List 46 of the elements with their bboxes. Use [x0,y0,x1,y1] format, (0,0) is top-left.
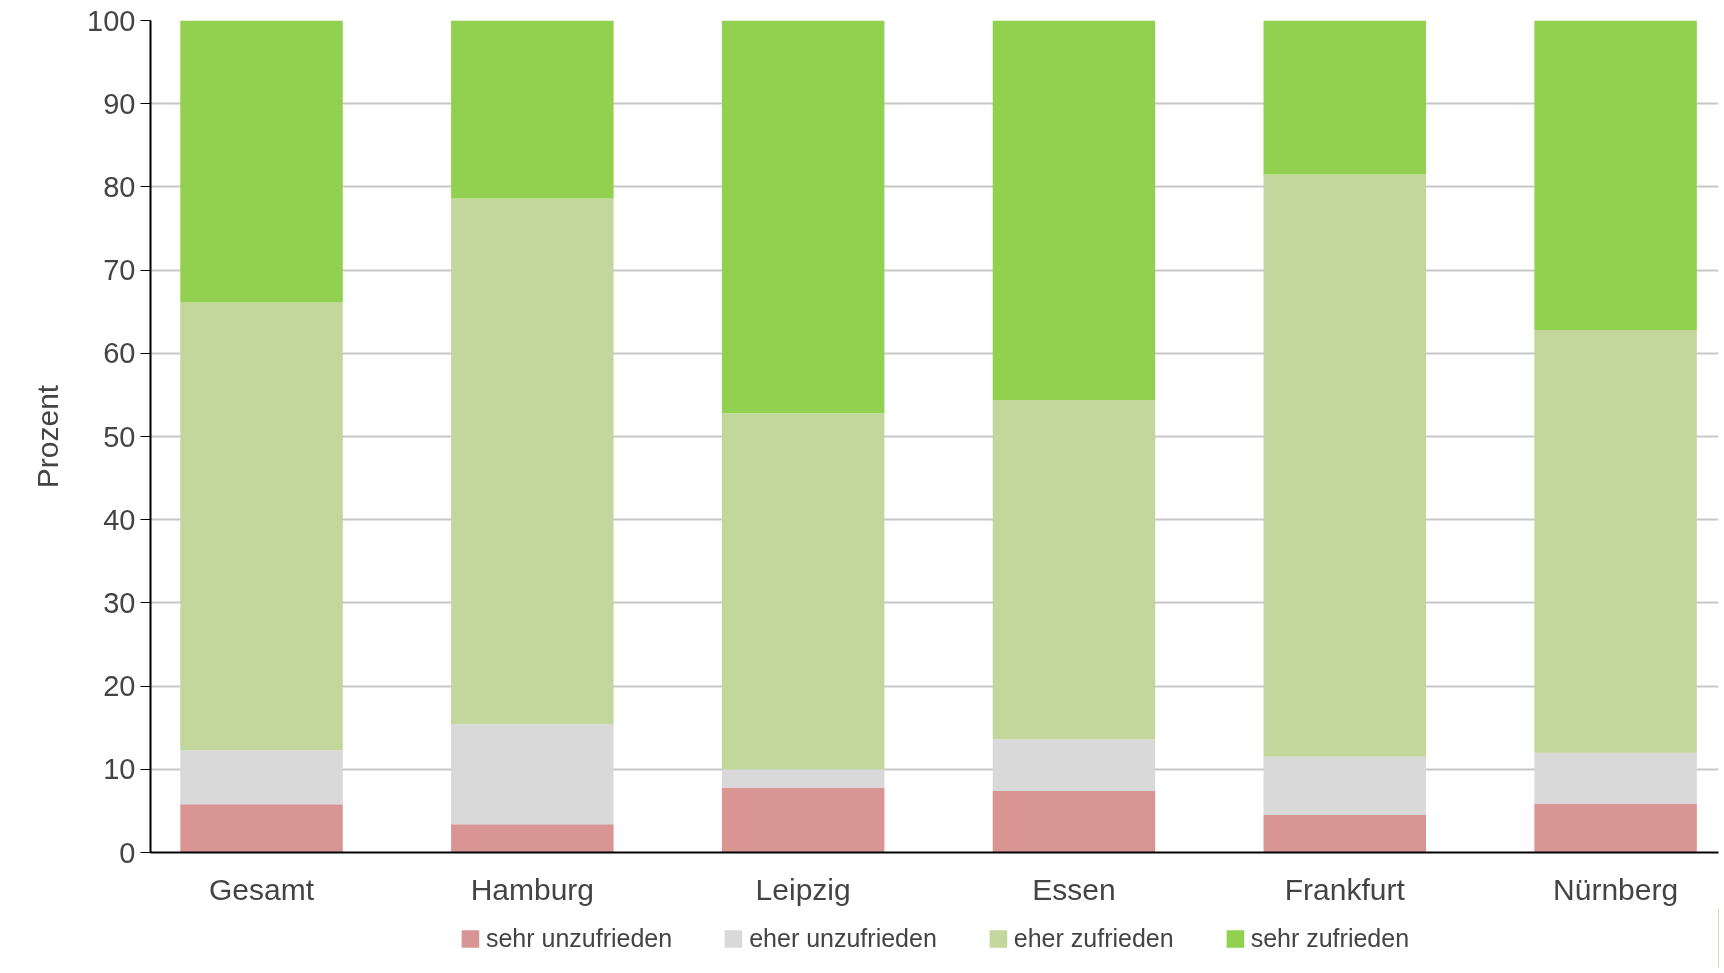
bar [1534,752,1697,804]
bar [1534,330,1697,753]
x-tick-label: Gesamt [209,872,315,906]
bar [992,739,1156,791]
x-tick-label: Nürnberg [1553,872,1679,906]
bar [1263,174,1427,757]
bar [451,824,614,853]
y-tick-label: 80 [103,170,136,203]
bar [180,750,343,805]
bar [721,787,885,853]
bar [180,804,343,853]
bar [451,198,614,725]
y-tick-label: 30 [103,586,136,619]
y-axis-title: Prozent [31,384,65,489]
bar [1263,756,1427,816]
y-tick-label: 20 [103,670,136,703]
legend-label: eher unzufrieden [749,923,937,953]
bar [1534,20,1697,330]
bar [992,790,1156,853]
x-tick-label: Hamburg [470,872,595,906]
y-tick-label: 100 [87,4,136,37]
x-tick-label: Leipzig [755,872,851,906]
bar [1263,20,1427,175]
bar [721,20,885,414]
bar [451,724,614,825]
bar [180,302,343,751]
bar [992,20,1156,400]
bar [721,769,885,788]
bar [1263,815,1427,853]
y-tick-label: 50 [103,420,136,453]
y-tick-label: 70 [103,254,136,287]
legend-label: sehr zufrieden [1250,923,1410,953]
y-tick-label: 40 [103,503,136,536]
bar [992,399,1156,740]
bar [721,413,885,770]
legend-label: sehr unzufrieden [485,923,673,953]
x-tick-label: Essen [1032,872,1116,906]
legend-label: eher zufrieden [1013,923,1174,953]
y-tick-label: 90 [103,87,136,120]
y-tick-label: 0 [119,836,136,869]
x-tick-label: Frankfurt [1284,872,1406,906]
bar [1534,803,1697,853]
bar [451,20,614,199]
y-tick-label: 10 [103,753,136,786]
y-tick-label: 60 [103,337,136,370]
bar [180,20,343,303]
